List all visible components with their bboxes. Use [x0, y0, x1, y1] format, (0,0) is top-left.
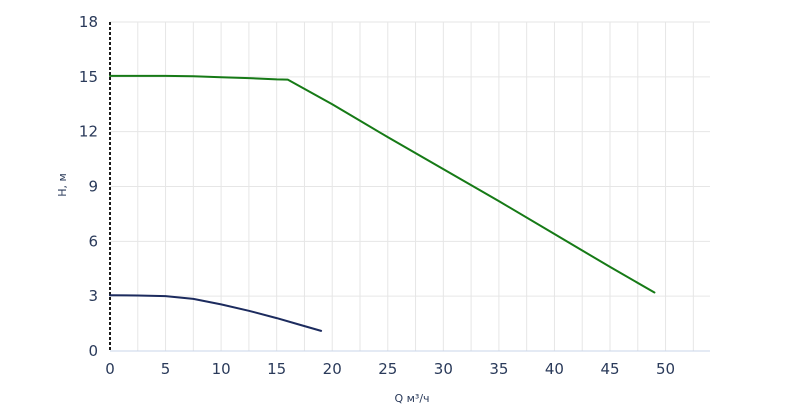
x-tick-label: 25 [378, 360, 397, 378]
grid [110, 21, 710, 351]
x-tick-label: 0 [105, 360, 115, 378]
x-axis-label: Q м³/ч [394, 392, 429, 405]
x-tick-label: 20 [323, 360, 342, 378]
tick-labels: 0 3 6 9 12 15 18 0 5 10 15 20 25 30 35 40 45 50 [79, 13, 675, 378]
axes [109, 22, 710, 352]
series-line-1 [109, 74, 656, 294]
series-line-2 [109, 294, 323, 332]
x-tick-label: 45 [600, 360, 619, 378]
y-tick-label: 9 [88, 178, 98, 196]
x-tick-label: 5 [161, 360, 171, 378]
y-tick-label: 18 [79, 13, 98, 31]
y-tick-label: 6 [88, 232, 98, 250]
y-tick-label: 0 [88, 342, 98, 360]
y-tick-label: 15 [79, 68, 98, 86]
y-tick-label: 12 [79, 123, 98, 141]
y-tick-label: 3 [88, 287, 98, 305]
y-axis-label: H, м [56, 173, 69, 197]
x-tick-label: 50 [656, 360, 675, 378]
x-tick-label: 10 [212, 360, 231, 378]
x-tick-label: 15 [267, 360, 286, 378]
x-tick-label: 35 [489, 360, 508, 378]
series-layer [109, 74, 656, 332]
x-tick-label: 30 [434, 360, 453, 378]
x-tick-label: 40 [545, 360, 564, 378]
